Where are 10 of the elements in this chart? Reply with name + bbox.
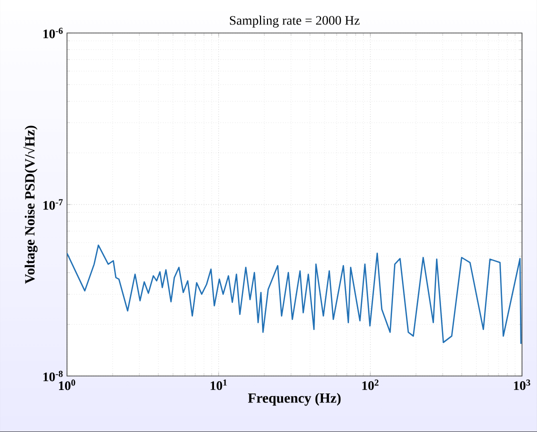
x-tick-label: 10$^{1}$ [210, 380, 227, 390]
chart-title: Sampling rate = 2000 Hz [230, 16, 360, 28]
y-axis-title: Voltage Noise PSD(V/√Hz) [23, 126, 38, 284]
x-tick-label: 10$^{2}$ [362, 380, 378, 390]
x-tick-label: 10$^{3}$ [514, 380, 530, 390]
x-tick-label: 10$^{0}$ [59, 380, 76, 390]
y-tick-label: 10$^{-6}$ [43, 28, 63, 38]
x-axis-title: Frequency (Hz) [248, 392, 341, 406]
y-tick-label: 10$^{-7}$ [43, 199, 63, 210]
y-tick-label: 10$^{-8}$ [43, 370, 63, 382]
